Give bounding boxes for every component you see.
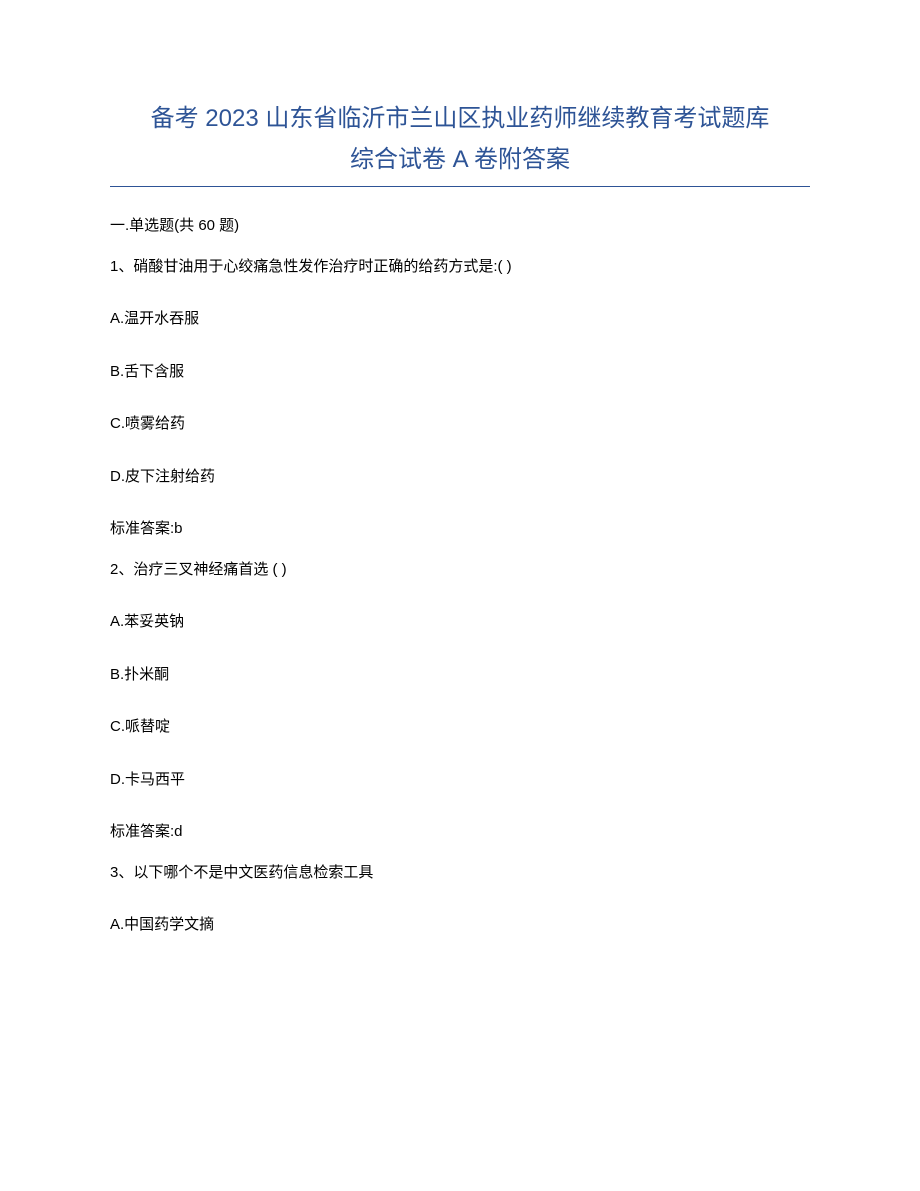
question-1-option-d: D.皮下注射给药: [110, 466, 810, 489]
document-title-line1: 备考 2023 山东省临沂市兰山区执业药师继续教育考试题库: [110, 100, 810, 138]
question-1-answer: 标准答案:b: [110, 518, 810, 541]
question-2-option-d: D.卡马西平: [110, 769, 810, 792]
question-1-prompt: 1、硝酸甘油用于心绞痛急性发作治疗时正确的给药方式是:( ): [110, 256, 810, 279]
section-header: 一.单选题(共 60 题): [110, 215, 810, 238]
question-2-option-a: A.苯妥英钠: [110, 611, 810, 634]
question-2-prompt: 2、治疗三叉神经痛首选 ( ): [110, 559, 810, 582]
title-divider: [110, 186, 810, 187]
question-2-option-b: B.扑米酮: [110, 664, 810, 687]
question-1-option-a: A.温开水吞服: [110, 308, 810, 331]
document-page: 备考 2023 山东省临沂市兰山区执业药师继续教育考试题库 综合试卷 A 卷附答…: [0, 0, 920, 1027]
question-2-answer: 标准答案:d: [110, 821, 810, 844]
question-3-option-a: A.中国药学文摘: [110, 914, 810, 937]
question-3-prompt: 3、以下哪个不是中文医药信息检索工具: [110, 862, 810, 885]
document-title-line2: 综合试卷 A 卷附答案: [110, 142, 810, 178]
question-2-option-c: C.哌替啶: [110, 716, 810, 739]
question-1-option-c: C.喷雾给药: [110, 413, 810, 436]
question-1-option-b: B.舌下含服: [110, 361, 810, 384]
